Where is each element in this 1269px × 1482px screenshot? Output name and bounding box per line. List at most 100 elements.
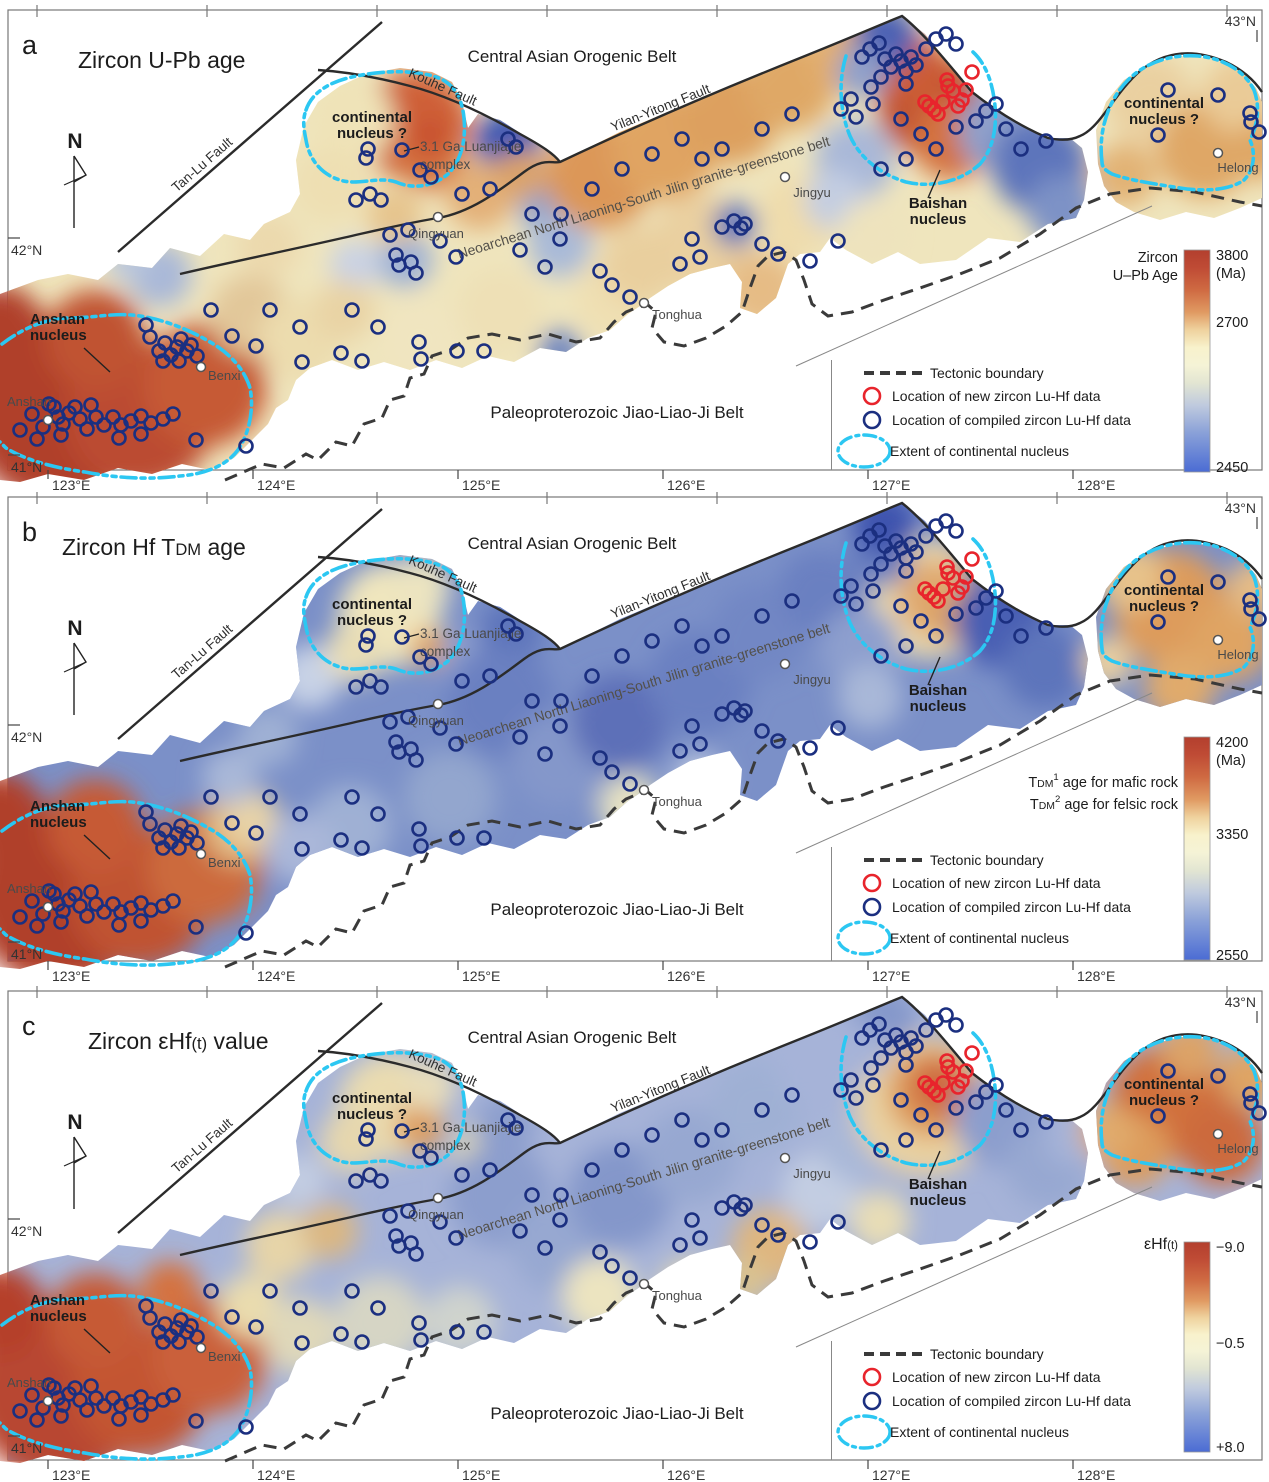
compiled-zircon-point bbox=[500, 131, 516, 147]
compiled-zircon-point bbox=[408, 265, 424, 281]
compiled-zircon-point bbox=[358, 637, 374, 653]
label-baishan-nucleus: Baishan bbox=[909, 1176, 967, 1193]
compiled-zircon-point bbox=[171, 840, 187, 856]
compiled-zircon-point bbox=[873, 1050, 889, 1066]
compiled-zircon-point bbox=[133, 426, 149, 442]
longitude-label: 123°E bbox=[52, 477, 90, 493]
label-central-asian-orogenic-belt: Central Asian Orogenic Belt bbox=[468, 534, 677, 553]
new-zircon-point bbox=[964, 1045, 980, 1061]
compiled-zircon-point bbox=[512, 242, 528, 258]
compiled-zircon-point bbox=[938, 1007, 954, 1023]
label-luanjiajie-complex: complex bbox=[420, 1138, 471, 1153]
compiled-zircon-point bbox=[908, 544, 924, 560]
compiled-zircon-point bbox=[348, 1173, 364, 1189]
compiled-zircon-point bbox=[830, 720, 846, 736]
compiled-zircon-point bbox=[854, 1030, 870, 1046]
compiled-zircon-point bbox=[802, 1234, 818, 1250]
field-blobs bbox=[1096, 1037, 1262, 1187]
compiled-zircon-point bbox=[423, 169, 439, 185]
longitude-label: 127°E bbox=[872, 1467, 910, 1482]
compiled-zircon-point bbox=[224, 1309, 240, 1325]
compiled-zircon-point bbox=[784, 1087, 800, 1103]
compiled-zircon-point bbox=[388, 734, 404, 750]
compiled-zircon-point bbox=[482, 1162, 498, 1178]
compiled-zircon-point bbox=[400, 1203, 416, 1219]
colorbar-mid-label: 2700 bbox=[1216, 315, 1248, 331]
leader-line bbox=[83, 347, 111, 373]
label-baishan-nucleus: nucleus bbox=[910, 1192, 967, 1209]
compiled-zircon-point bbox=[79, 1402, 95, 1418]
compiled-zircon-point bbox=[348, 679, 364, 695]
new-zircon-point bbox=[958, 82, 974, 98]
anshan-nucleus-outline bbox=[0, 1293, 254, 1461]
legend-boundary-line bbox=[795, 1186, 1153, 1348]
north-label: N bbox=[67, 130, 82, 153]
city-label-tonghua: Tonghua bbox=[652, 1288, 703, 1303]
north-label: N bbox=[67, 1111, 82, 1134]
label-luanjiajie-complex: complex bbox=[420, 644, 471, 659]
compiled-zircon-point bbox=[830, 233, 846, 249]
compiled-zircon-point bbox=[165, 893, 181, 909]
compiled-zircon-point bbox=[672, 1237, 688, 1253]
compiled-zircon-point bbox=[413, 838, 429, 854]
color-blob bbox=[710, 1061, 800, 1151]
colorbar-max-label: −9.0 bbox=[1216, 1240, 1245, 1256]
leader-line bbox=[83, 834, 111, 860]
legend-item-label: Location of new zircon Lu-Hf data bbox=[892, 388, 1101, 404]
compiled-zircon-point bbox=[938, 513, 954, 529]
longitude-label: 128°E bbox=[1077, 477, 1115, 493]
compiled-zircon-point bbox=[292, 319, 308, 335]
label-luanjiajie-complex: complex bbox=[420, 157, 471, 172]
compiled-zircon-point bbox=[948, 606, 964, 622]
compiled-zircon-point bbox=[79, 908, 95, 924]
compiled-zircon-point bbox=[733, 220, 749, 236]
compiled-zircon-point bbox=[1243, 601, 1259, 617]
compiled-zircon-point bbox=[754, 608, 770, 624]
latitude-label: 42°N bbox=[11, 1223, 42, 1239]
legend-navy-circle-swatch bbox=[862, 410, 882, 430]
new-zircon-point bbox=[958, 1063, 974, 1079]
compiled-zircon-point bbox=[770, 733, 786, 749]
legend-boundary-line bbox=[795, 205, 1153, 367]
compiled-zircon-point bbox=[537, 1240, 553, 1256]
compiled-zircon-point bbox=[988, 583, 1004, 599]
color-blob bbox=[140, 1261, 200, 1321]
new-points bbox=[917, 551, 980, 609]
color-blob bbox=[404, 751, 496, 843]
compiled-zircon-point bbox=[754, 1102, 770, 1118]
new-zircon-point bbox=[950, 98, 966, 114]
colorbar-title: U–Pb Age bbox=[1113, 268, 1178, 284]
compiled-zircon-point bbox=[1150, 127, 1166, 143]
compiled-zircon-point bbox=[354, 1334, 370, 1350]
compiled-zircon-point bbox=[694, 151, 710, 167]
city-dot-benxi bbox=[195, 848, 207, 860]
color-blob bbox=[1003, 625, 1087, 709]
new-zircon-point bbox=[917, 581, 933, 597]
label-baishan-nucleus: Baishan bbox=[909, 682, 967, 699]
compiled-zircon-point bbox=[873, 648, 889, 664]
compiled-zircon-point bbox=[476, 1324, 492, 1340]
compiled-zircon-point bbox=[238, 925, 254, 941]
compiled-zircon-point bbox=[24, 893, 40, 909]
label-continental-nucleus-right: nucleus ? bbox=[1129, 598, 1199, 615]
compiled-zircon-point bbox=[412, 162, 428, 178]
color-blob bbox=[1096, 143, 1157, 207]
compiled-zircon-point bbox=[413, 1332, 429, 1348]
compiled-zircon-point bbox=[411, 1315, 427, 1331]
color-blob bbox=[310, 78, 394, 162]
legend-item-label: Extent of continental nucleus bbox=[890, 930, 1069, 946]
city-dot-qingyuan bbox=[432, 211, 444, 223]
label-baishan-nucleus: Baishan bbox=[909, 195, 967, 212]
compiled-zircon-point bbox=[155, 840, 171, 856]
compiled-zircon-point bbox=[893, 1092, 909, 1108]
colorbar: −9.0 −0.5 +8.0 εHf(t) bbox=[1144, 1236, 1245, 1456]
compiled-zircon-point bbox=[524, 693, 540, 709]
compiled-zircon-point bbox=[400, 222, 416, 238]
longitude-label: 124°E bbox=[257, 968, 295, 984]
compiled-zircon-point bbox=[133, 1407, 149, 1423]
compiled-zircon-point bbox=[448, 1230, 464, 1246]
colorbar-max-label: 3800 bbox=[1216, 248, 1248, 264]
compiled-zircon-point bbox=[133, 895, 149, 911]
panel-letter: b bbox=[22, 517, 37, 547]
